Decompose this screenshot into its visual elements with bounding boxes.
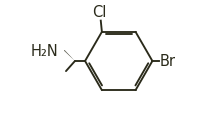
- Text: Cl: Cl: [92, 5, 107, 20]
- Text: H₂N: H₂N: [31, 43, 59, 58]
- Text: Br: Br: [160, 54, 176, 69]
